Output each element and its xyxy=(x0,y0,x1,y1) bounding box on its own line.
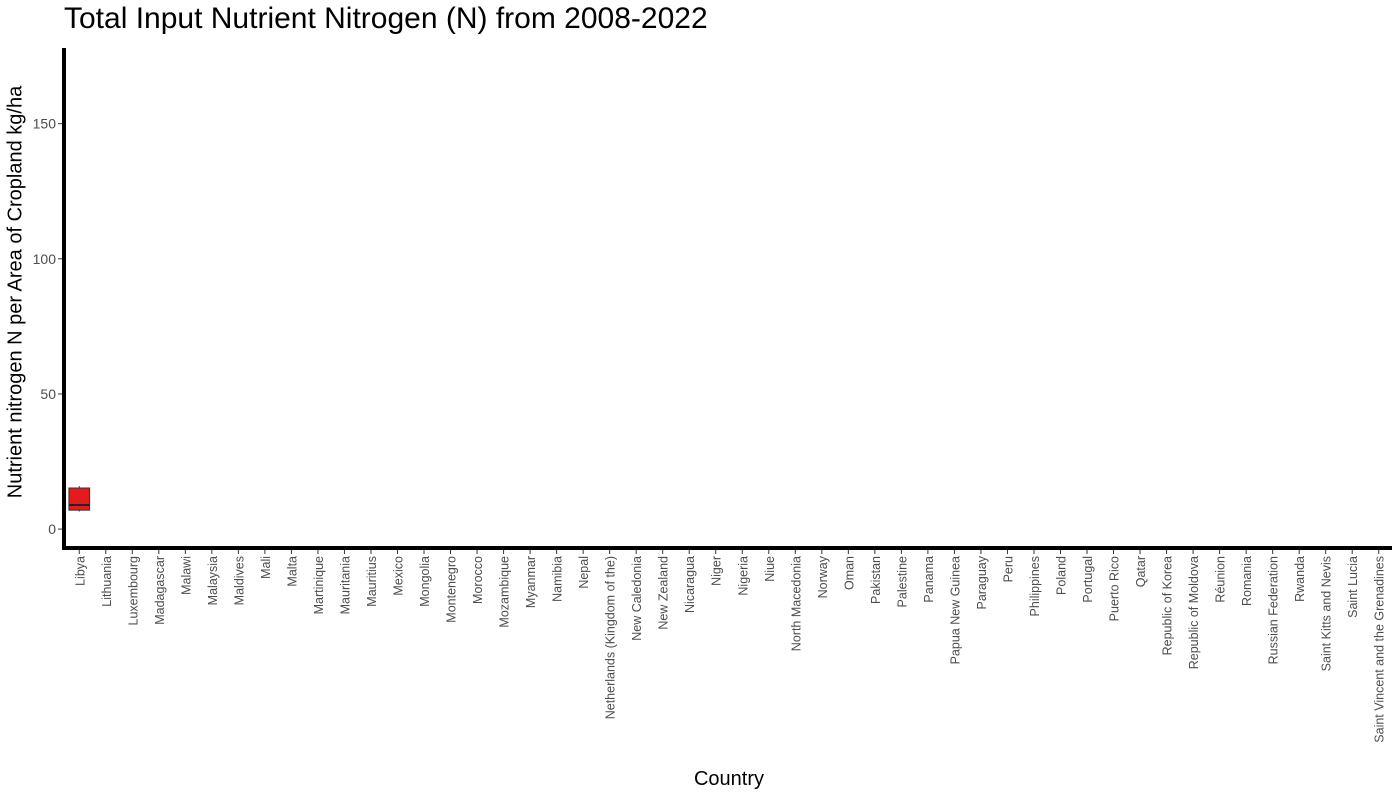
x-tick-label: Republic of Moldova xyxy=(1187,556,1201,669)
x-tick-label: Malaysia xyxy=(206,556,220,605)
x-tick-label: Oman xyxy=(842,556,856,590)
x-tick-label: Pakistan xyxy=(869,556,883,604)
x-tick-label: Saint Vincent and the Grenadines xyxy=(1373,556,1387,743)
x-tick-label: Portugal xyxy=(1081,556,1095,603)
x-tick-label: Lithuania xyxy=(100,556,114,607)
y-tick-label: 100 xyxy=(33,251,57,267)
x-tick-label: Mongolia xyxy=(418,556,432,607)
x-tick-label: Rwanda xyxy=(1293,556,1307,602)
x-tick-label: Nepal xyxy=(577,556,591,589)
x-tick-label: Malta xyxy=(285,556,299,587)
x-tick-label: Peru xyxy=(1001,556,1015,582)
x-axis-label: Country xyxy=(693,768,765,790)
x-tick-label: Philippines xyxy=(1028,556,1042,616)
x-tick-label: Madagascar xyxy=(153,556,167,625)
x-tick-label: Nigeria xyxy=(736,556,750,596)
x-tick-label: Poland xyxy=(1055,556,1069,595)
x-tick-label: Romania xyxy=(1240,556,1254,606)
x-tick-label: Puerto Rico xyxy=(1108,556,1122,621)
x-tick-label: Russian Federation xyxy=(1267,556,1281,664)
x-tick-label: New Zealand xyxy=(657,556,671,630)
x-tick-label: Papua New Guinea xyxy=(948,556,962,664)
x-tick-label: Mexico xyxy=(392,556,406,596)
y-tick-label: 50 xyxy=(40,386,56,402)
x-tick-label: Netherlands (Kingdom of the) xyxy=(604,556,618,719)
x-tick-label: Morocco xyxy=(471,556,485,604)
x-tick-label: Malawi xyxy=(179,556,193,595)
x-tick-label: Montenegro xyxy=(445,556,459,623)
x-tick-label: Martinique xyxy=(312,556,326,614)
x-tick-label: Norway xyxy=(816,555,830,598)
x-tick-label: Mauritania xyxy=(338,556,352,614)
x-tick-label: Republic of Korea xyxy=(1161,556,1175,655)
x-tick-label: Réunion xyxy=(1214,556,1228,603)
x-tick-label: Mali xyxy=(259,556,273,579)
y-tick-label: 150 xyxy=(33,116,57,132)
x-tick-label: North Macedonia xyxy=(789,556,803,651)
x-tick-label: Palestine xyxy=(895,556,909,607)
x-tick-label: Niue xyxy=(763,556,777,582)
x-tick-label: Myanmar xyxy=(524,556,538,608)
x-tick-label: Qatar xyxy=(1134,556,1148,587)
x-tick-label: Nicaragua xyxy=(683,556,697,613)
chart-title: Total Input Nutrient Nitrogen (N) from 2… xyxy=(64,2,708,35)
x-tick-label: Mozambique xyxy=(498,556,512,628)
x-tick-label: Panama xyxy=(922,556,936,603)
x-tick-label: Mauritius xyxy=(365,556,379,607)
y-tick-label: 0 xyxy=(48,521,56,537)
x-tick-label: Saint Kitts and Nevis xyxy=(1320,556,1334,671)
x-tick-label: Saint Lucia xyxy=(1346,556,1360,618)
x-tick-label: Niger xyxy=(710,556,724,586)
x-tick-label: Libya xyxy=(73,556,87,586)
x-tick-label: Maldives xyxy=(232,556,246,605)
box-body xyxy=(68,487,91,511)
x-tick-label: Namibia xyxy=(551,556,565,602)
x-tick-label: Paraguay xyxy=(975,555,989,609)
x-tick-label: Luxembourg xyxy=(126,556,140,626)
x-tick-label: New Caledonia xyxy=(630,556,644,641)
